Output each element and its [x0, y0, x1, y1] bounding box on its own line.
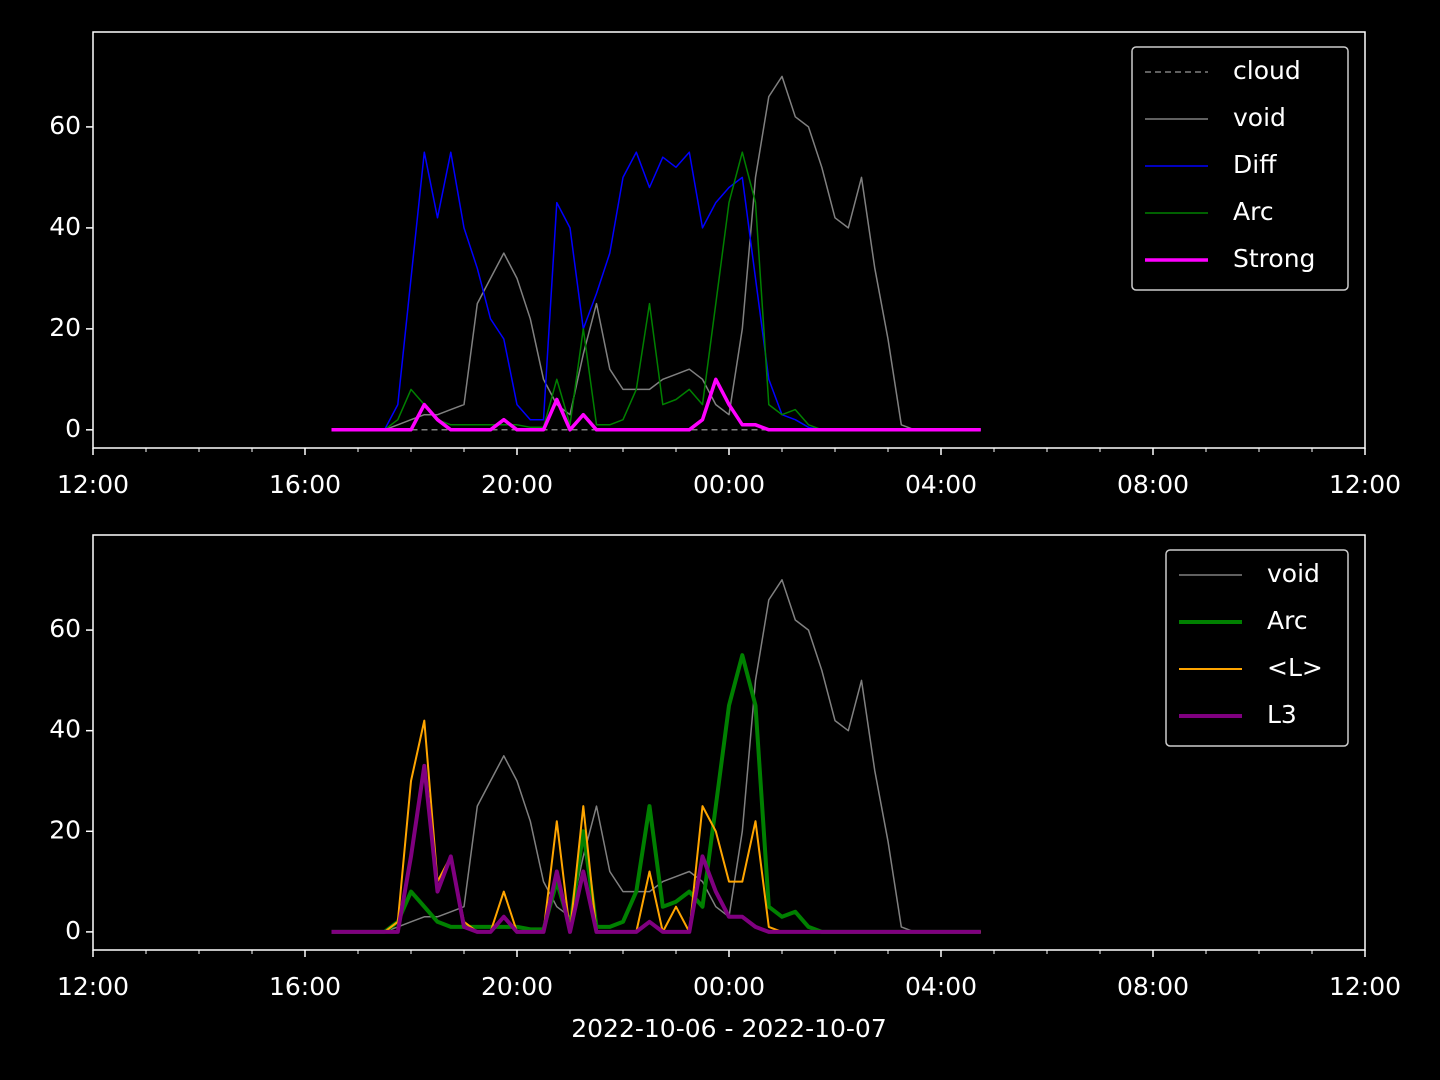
y-tick-label: 60 [49, 614, 81, 643]
legend-label: <L> [1267, 653, 1323, 682]
y-tick-label: 40 [49, 715, 81, 744]
x-tick-label: 08:00 [1117, 972, 1189, 1001]
series-line [331, 763, 981, 934]
x-tick-label: 04:00 [905, 470, 977, 499]
y-tick-label: 20 [49, 815, 81, 844]
x-axis-label: 2022-10-06 - 2022-10-07 [571, 1014, 887, 1043]
legend-label: L3 [1267, 700, 1297, 729]
legend-label: void [1233, 103, 1286, 132]
x-tick-label: 12:00 [57, 972, 129, 1001]
series-line [331, 151, 981, 431]
x-tick-label: 00:00 [693, 972, 765, 1001]
y-tick-label: 0 [65, 414, 81, 443]
x-tick-label: 00:00 [693, 470, 765, 499]
legend-label: Strong [1233, 244, 1315, 273]
x-tick-label: 16:00 [269, 972, 341, 1001]
legend-label: void [1267, 559, 1320, 588]
legend-label: Diff [1233, 150, 1277, 179]
y-tick-label: 20 [49, 313, 81, 342]
series-line [331, 377, 981, 432]
y-tick-label: 0 [65, 916, 81, 945]
x-tick-label: 04:00 [905, 972, 977, 1001]
x-tick-label: 16:00 [269, 470, 341, 499]
x-tick-label: 08:00 [1117, 470, 1189, 499]
legend-label: Arc [1233, 197, 1274, 226]
x-tick-label: 12:00 [1329, 972, 1401, 1001]
series-line [331, 75, 981, 431]
legend-label: Arc [1267, 606, 1308, 635]
legend-box [1131, 46, 1349, 291]
x-tick-label: 12:00 [57, 470, 129, 499]
x-tick-label: 20:00 [481, 972, 553, 1001]
legend-box [1165, 549, 1349, 747]
legend-label: cloud [1233, 56, 1301, 85]
x-tick-label: 20:00 [481, 470, 553, 499]
series-line [331, 579, 981, 933]
x-tick-label: 12:00 [1329, 470, 1401, 499]
series-line [331, 151, 981, 431]
y-tick-label: 40 [49, 212, 81, 241]
y-tick-label: 60 [49, 111, 81, 140]
